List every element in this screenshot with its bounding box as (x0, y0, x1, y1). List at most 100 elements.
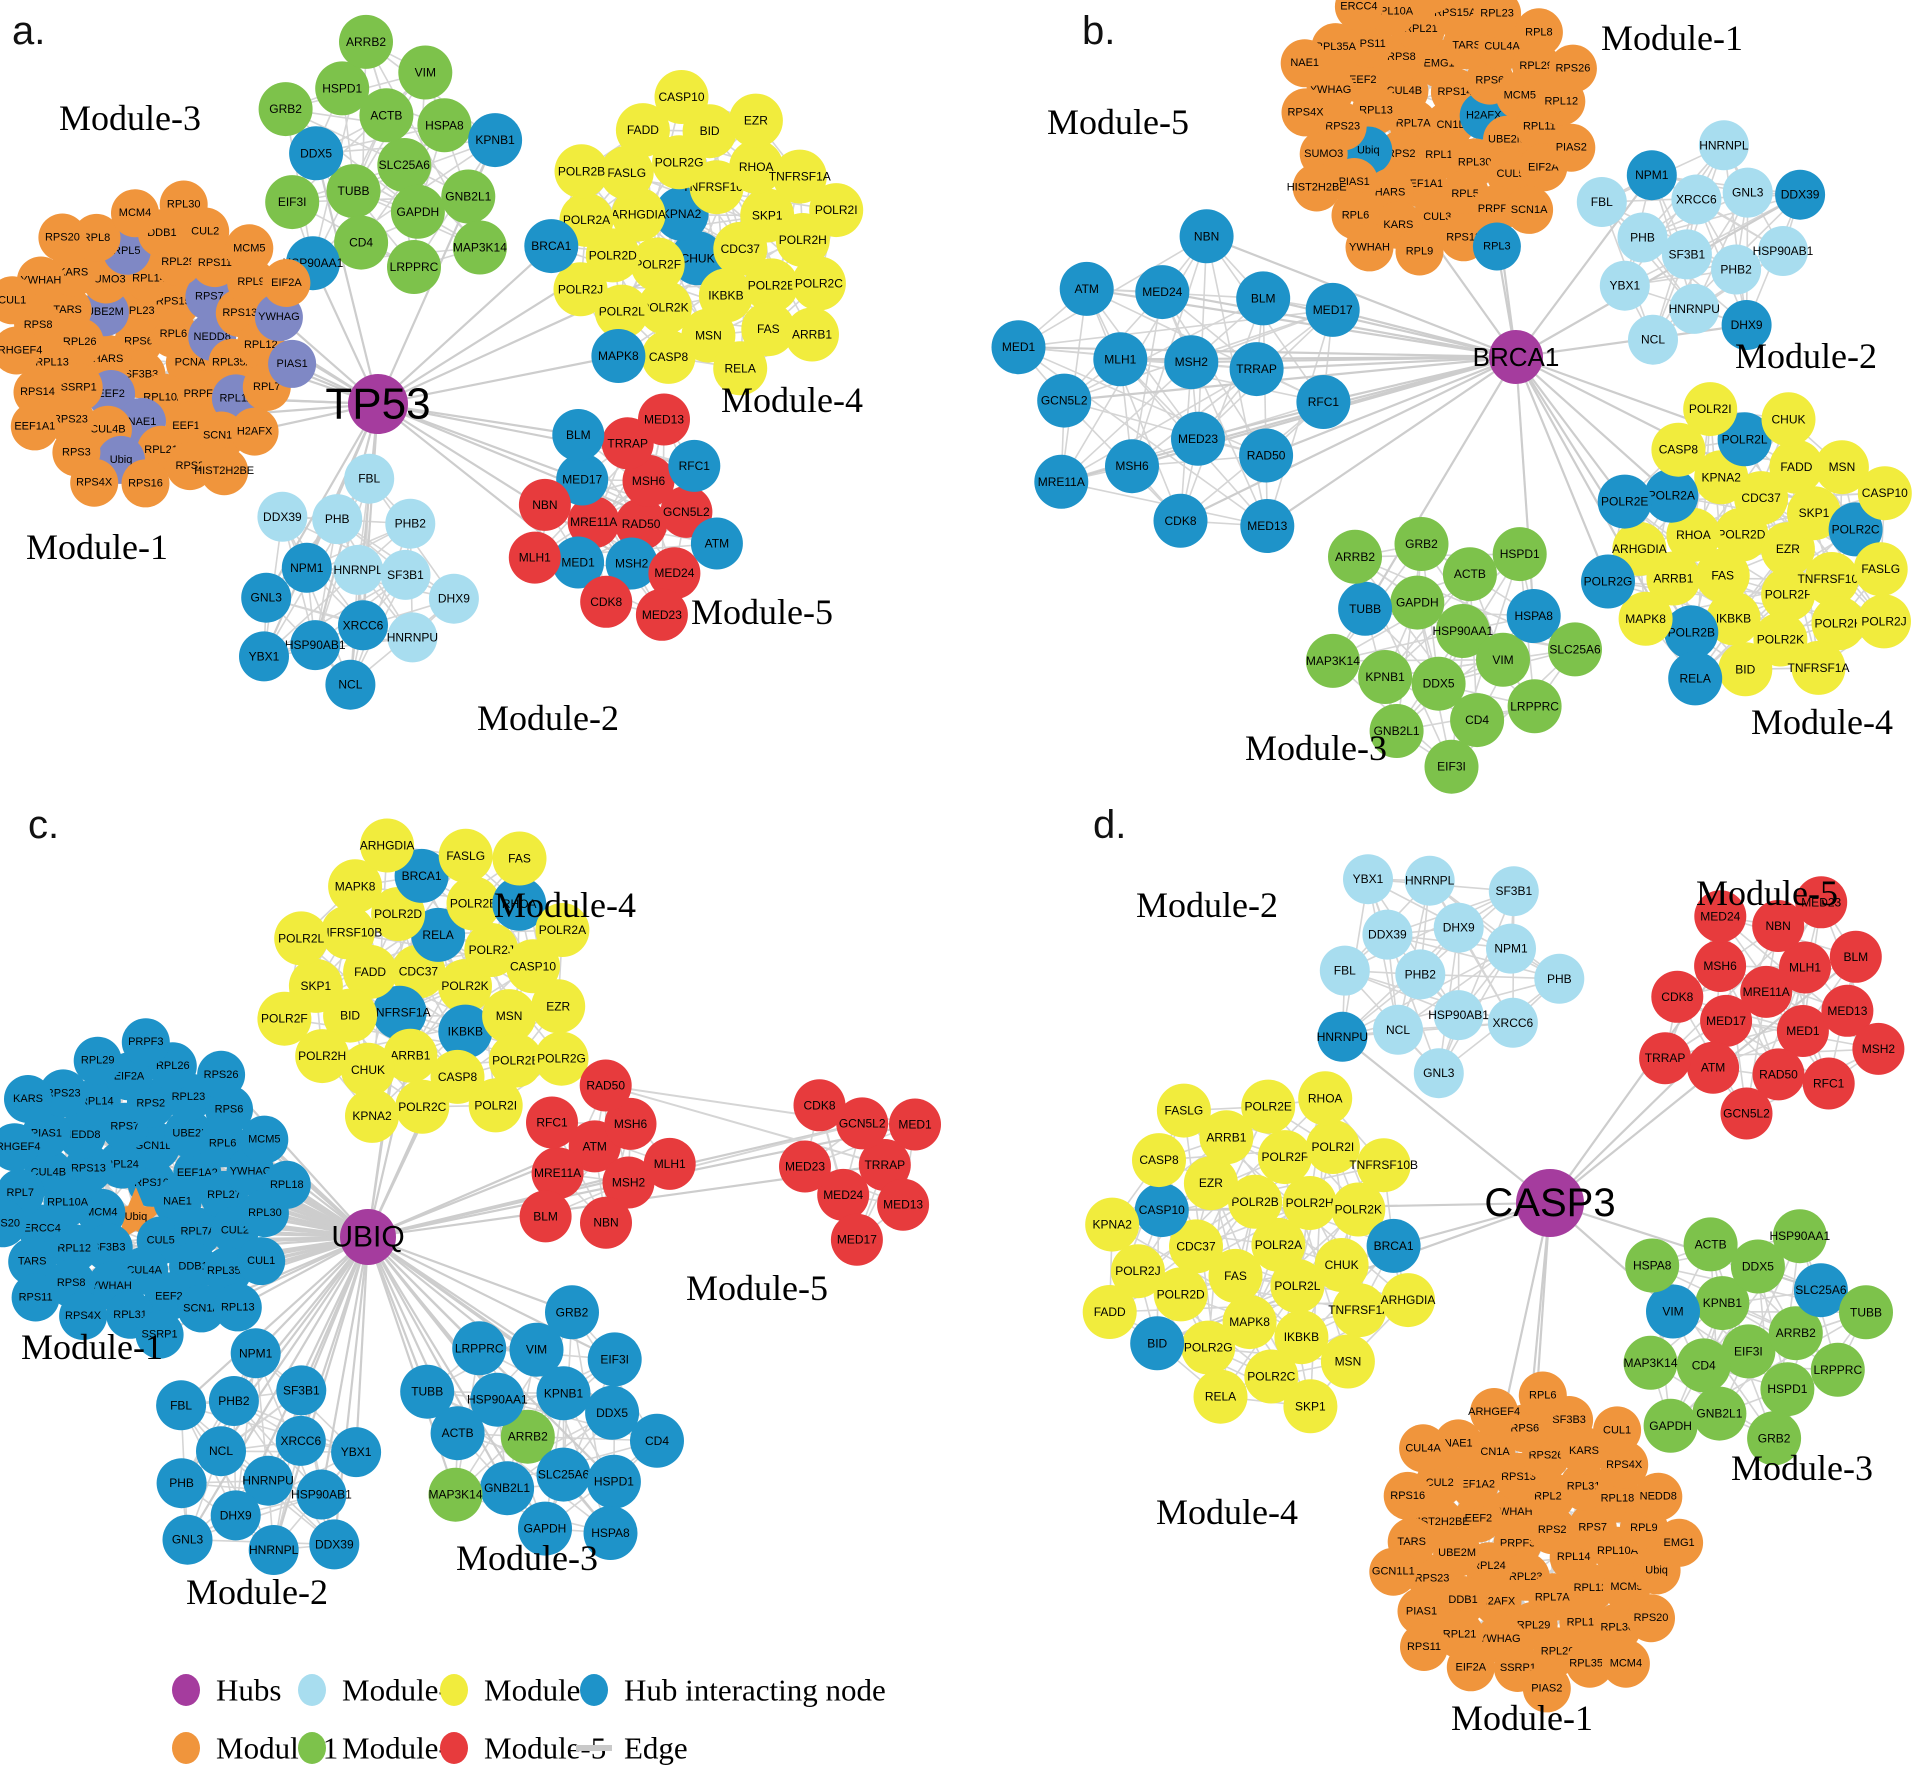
node-HSP90AB1: HSP90AB1 (1753, 226, 1814, 276)
node-shape (637, 280, 692, 335)
node-label: CUL2 (221, 1224, 249, 1236)
node-shape (585, 1385, 640, 1440)
node-shape (1505, 185, 1554, 234)
node-label: HSP90AB1 (1428, 1008, 1489, 1022)
node-shape (791, 256, 846, 311)
node-POLR2J: POLR2J (1110, 1244, 1165, 1299)
node-shape (1671, 174, 1722, 225)
node-NCL: NCL (196, 1426, 246, 1477)
legend-item-edge: Edge (576, 1731, 688, 1766)
node-label: MSH6 (632, 474, 666, 488)
node-shape (594, 284, 649, 339)
edge (1723, 145, 1748, 326)
node-label: RPL8 (83, 232, 111, 244)
node-RPL9: RPL9 (227, 258, 276, 307)
node-SKP1: SKP1 (1283, 1379, 1338, 1434)
node-label: TNFRSF1A (769, 170, 831, 184)
node-label: NCL (209, 1444, 233, 1458)
node-label: HSPA8 (1633, 1259, 1672, 1273)
edge (1642, 193, 1801, 239)
node-label: CUL1 (247, 1255, 275, 1267)
node-label: RPS13 (1446, 231, 1481, 243)
node-GNB2L1: GNB2L1 (1692, 1386, 1747, 1441)
node-label: HNRNPU (1317, 1030, 1368, 1044)
node-shape (470, 1372, 525, 1427)
node-shape (545, 1285, 599, 1340)
node-label: CUL4B (1387, 85, 1422, 97)
node-label: NBN (532, 498, 557, 512)
node-label: MSH6 (1115, 459, 1149, 473)
cluster-b-module-2: SF3B1 XRCC6 PHB2 PHB GNL3 HNRNPU NPM1 HSP90AB1 Y… (1576, 120, 1826, 365)
node-MSH2: MSH2 (1164, 335, 1219, 390)
node-label: RPL6 (209, 1137, 237, 1149)
node-label: HIST2H2BE (1287, 182, 1347, 194)
node-label: KPNA2 (662, 207, 702, 221)
node-RPS16: RPS16 (1383, 1471, 1432, 1520)
node-label: DDX5 (1423, 677, 1455, 691)
node-EIF2A: EIF2A (1446, 1643, 1495, 1692)
node-PHB2: PHB2 (385, 498, 436, 549)
node-shape (239, 631, 289, 682)
edge (1179, 298, 1264, 522)
node-shape (858, 1139, 911, 1191)
cluster-d-module-2: PHB2 DHX9 HSP90AB1 DDX39 NPM1 NCL HNRNPL XRCC6 F… (1317, 854, 1585, 1099)
node-label: POLR2G (1184, 1341, 1233, 1355)
node-MAPK8: MAPK8 (591, 329, 646, 383)
node-shape (552, 536, 605, 589)
legend-swatch-module-1 (172, 1732, 200, 1764)
node-FBL: FBL (1576, 177, 1627, 227)
node-HNRNPL: HNRNPL (248, 1525, 299, 1575)
node-label: BRCA1 (1374, 1239, 1414, 1253)
node-HNRNPU: HNRNPU (242, 1455, 294, 1506)
node-POLR2L: POLR2L (594, 284, 649, 339)
node-RPS20: RPS20 (1627, 1594, 1675, 1643)
node-label: PHB2 (395, 517, 427, 531)
node-shape (670, 231, 725, 286)
node-label: BID (340, 1009, 360, 1023)
node-shape (1618, 591, 1673, 646)
node-POLR2C: POLR2C (791, 256, 846, 311)
node-RPL23: RPL23 (1473, 0, 1522, 38)
node-shape (1687, 1041, 1740, 1094)
node-shape (1169, 1219, 1223, 1274)
node-shape (1617, 212, 1668, 263)
node-label: SF3B3 (1552, 1414, 1586, 1426)
node-label: POLR2F (261, 1012, 308, 1026)
node-CASP10: CASP10 (1857, 466, 1912, 521)
node-shape (1534, 953, 1585, 1004)
node-CDK8: CDK8 (793, 1079, 846, 1132)
node-shape (1281, 88, 1330, 137)
node-label: MED24 (1142, 285, 1182, 299)
node-label: CUL2 (191, 226, 219, 238)
node-label: RPS4X (76, 477, 113, 489)
node-shape (1472, 222, 1521, 271)
node-label: ACTB (1695, 1237, 1727, 1251)
node-shape (509, 1322, 564, 1377)
node-label: HNRNPU (1669, 302, 1720, 316)
node-label: MED13 (883, 1198, 923, 1212)
node-label: MRE11A (1038, 475, 1085, 489)
hub-label: BRCA1 (1473, 342, 1560, 372)
node-label: GRB2 (269, 102, 302, 116)
node-ARRB2: ARRB2 (500, 1409, 555, 1464)
node-shape (1565, 1639, 1614, 1688)
node-shape (200, 447, 249, 496)
node-label: NAE1 (1444, 1437, 1473, 1449)
node-shape (638, 393, 690, 446)
node-shape (536, 1447, 591, 1502)
module-label-d-module-2: Module-2 (1136, 885, 1278, 925)
edge (1344, 890, 1515, 972)
node-shape (1446, 1643, 1495, 1692)
node-shape (1795, 876, 1848, 929)
node-label: RPL30 (167, 199, 201, 211)
node-shape (1395, 227, 1444, 276)
node-shape (398, 45, 453, 100)
node-shape (1470, 1388, 1519, 1436)
node-label: PRPF3 (128, 1036, 163, 1048)
node-shape (289, 126, 344, 181)
node-POLR2H: POLR2H (1811, 596, 1866, 651)
node-label: POLR2D (1157, 1287, 1205, 1301)
node-MED17: MED17 (1700, 994, 1753, 1047)
node-shape (1358, 650, 1413, 704)
node-ARHGDIA: ARHGDIA (1381, 1273, 1435, 1328)
